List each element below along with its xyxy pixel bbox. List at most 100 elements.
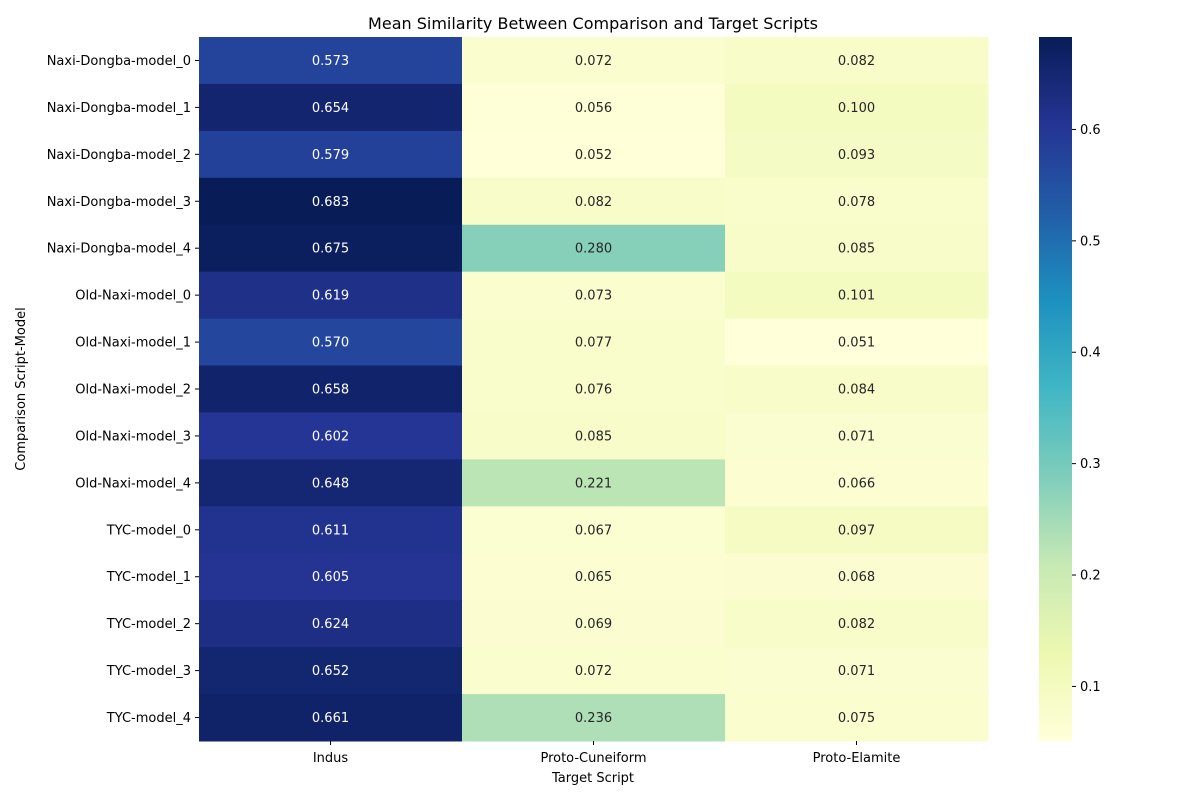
heatmap-cell <box>725 506 989 554</box>
heatmap-cell <box>199 37 463 85</box>
heatmap-cell-label: 0.661 <box>312 711 349 726</box>
heatmap-cell <box>725 459 989 507</box>
heatmap-cell <box>725 694 989 742</box>
heatmap-cell-label: 0.084 <box>838 383 875 398</box>
heatmap-cell-label: 0.573 <box>312 54 349 69</box>
heatmap-cell-label: 0.280 <box>575 242 612 257</box>
heatmap-cell <box>199 600 463 648</box>
heatmap-cell-label: 0.069 <box>575 617 612 632</box>
heatmap-cell-label: 0.683 <box>312 195 349 210</box>
heatmap-cell <box>725 177 989 226</box>
heatmap-cell-label: 0.624 <box>312 617 349 632</box>
heatmap-cell-label: 0.077 <box>575 336 612 351</box>
heatmap-cell <box>725 37 989 85</box>
colorbar-tick-label: 0.4 <box>1080 346 1101 361</box>
heatmap-cell <box>725 271 989 320</box>
colorbar-tick-label: 0.5 <box>1080 234 1101 249</box>
heatmap-cell-label: 0.602 <box>312 429 349 444</box>
y-tick-label: TYC-model_1 <box>106 570 191 585</box>
chart-title: Mean Similarity Between Comparison and T… <box>368 14 818 33</box>
heatmap-cell <box>199 271 463 320</box>
heatmap-cell-label: 0.071 <box>838 429 875 444</box>
y-tick-label: Naxi-Dongba-model_3 <box>47 195 191 210</box>
heatmap-cell <box>199 130 463 179</box>
heatmap-cell <box>725 553 989 601</box>
heatmap-cell <box>199 647 463 695</box>
heatmap-cell-label: 0.068 <box>838 570 875 585</box>
heatmap-cell-label: 0.611 <box>312 523 349 538</box>
y-tick-label: TYC-model_4 <box>106 711 191 726</box>
heatmap-cell <box>462 177 726 226</box>
heatmap-cell-label: 0.078 <box>838 195 875 210</box>
y-axis-ticks: Naxi-Dongba-model_0 Naxi-Dongba-model_1 Na… <box>47 54 199 726</box>
heatmap-cell <box>199 412 463 460</box>
heatmap-cell-label: 0.100 <box>838 101 875 116</box>
heatmap-cell-label: 0.067 <box>575 523 612 538</box>
heatmap-cell <box>199 177 463 226</box>
colorbar-gradient <box>1039 37 1072 741</box>
heatmap-cell <box>725 365 989 413</box>
x-tick-label: Indus <box>313 751 349 766</box>
heatmap-cell-label: 0.066 <box>838 476 875 491</box>
heatmap-cell-label: 0.072 <box>575 54 612 69</box>
y-tick-label: Old-Naxi-model_4 <box>75 476 191 491</box>
heatmap-cell <box>462 647 726 695</box>
heatmap-cell <box>462 224 726 273</box>
y-tick-label: Old-Naxi-model_1 <box>75 336 191 351</box>
heatmap-cell-label: 0.076 <box>575 383 612 398</box>
heatmap-cell <box>462 506 726 554</box>
y-tick-label: Naxi-Dongba-model_0 <box>47 54 191 69</box>
heatmap-cell <box>725 130 989 179</box>
heatmap-cell-label: 0.675 <box>312 242 349 257</box>
heatmap-cell <box>199 224 463 273</box>
y-tick-label: TYC-model_2 <box>106 617 191 632</box>
heatmap-cell <box>462 130 726 179</box>
heatmap-cell-label: 0.619 <box>312 289 349 304</box>
heatmap-cell-label: 0.097 <box>838 523 875 538</box>
heatmap-cell <box>462 318 726 367</box>
heatmap-cell-label: 0.570 <box>312 336 349 351</box>
heatmap-cell <box>199 459 463 507</box>
heatmap-cell-label: 0.236 <box>575 711 612 726</box>
colorbar-tick-label: 0.6 <box>1080 123 1101 138</box>
x-tick-label: Proto-Cuneiform <box>540 751 646 766</box>
heatmap-cell-label: 0.056 <box>575 101 612 116</box>
heatmap-cell-label: 0.071 <box>838 664 875 679</box>
y-tick-label: TYC-model_0 <box>106 523 191 538</box>
heatmap-cell-label: 0.082 <box>575 195 612 210</box>
heatmap-cell-label: 0.073 <box>575 289 612 304</box>
heatmap-cell-label: 0.093 <box>838 148 875 163</box>
heatmap-cell-label: 0.082 <box>838 54 875 69</box>
heatmap-cell-label: 0.052 <box>575 148 612 163</box>
heatmap-cell <box>725 224 989 273</box>
heatmap-cell-label: 0.652 <box>312 664 349 679</box>
colorbar-tick-label: 0.3 <box>1080 457 1101 472</box>
heatmap-cell <box>199 318 463 367</box>
x-axis-ticks: Indus Proto-Cuneiform Proto-Elamite <box>313 741 900 766</box>
heatmap-cell-label: 0.221 <box>575 476 612 491</box>
heatmap-cell-label: 0.648 <box>312 476 349 491</box>
heatmap-cell-label: 0.085 <box>838 242 875 257</box>
heatmap-cell-label: 0.085 <box>575 429 612 444</box>
colorbar-tick-label: 0.1 <box>1080 680 1101 695</box>
y-tick-label: Old-Naxi-model_3 <box>75 429 191 444</box>
heatmap-cell <box>199 506 463 554</box>
heatmap-cell-label: 0.605 <box>312 570 349 585</box>
heatmap-cell <box>725 647 989 695</box>
heatmap-cell-label: 0.072 <box>575 664 612 679</box>
heatmap-cell <box>462 412 726 460</box>
heatmap-cell-label: 0.101 <box>838 289 875 304</box>
heatmap-cell <box>462 600 726 648</box>
heatmap-cell <box>725 412 989 460</box>
heatmap-cell <box>462 459 726 507</box>
heatmap-cell <box>199 83 463 132</box>
heatmap-cell <box>462 83 726 132</box>
heatmap-cell <box>725 600 989 648</box>
y-tick-label: Naxi-Dongba-model_2 <box>47 148 191 163</box>
heatmap-cell <box>462 694 726 742</box>
heatmap-cell <box>462 553 726 601</box>
heatmap-cell <box>462 271 726 320</box>
heatmap-cell <box>199 553 463 601</box>
y-tick-label: Old-Naxi-model_2 <box>75 383 191 398</box>
